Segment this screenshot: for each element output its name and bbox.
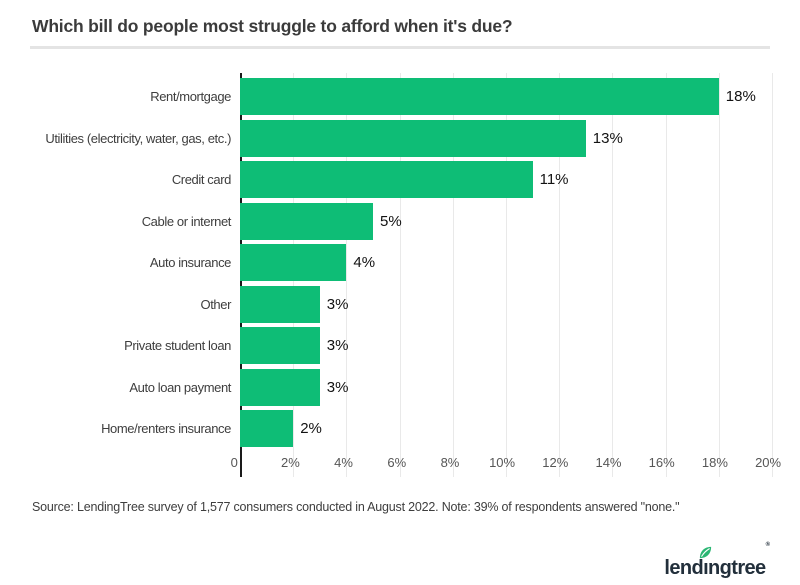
- value-label: 5%: [380, 212, 402, 230]
- category-label: Cable or internet: [141, 213, 232, 229]
- bar-cell: 13%: [240, 119, 772, 157]
- x-tick-label: 0: [230, 455, 238, 470]
- gridline: [718, 73, 720, 477]
- bar: [240, 327, 320, 364]
- value-label: 3%: [326, 378, 349, 396]
- value-label: 3%: [326, 295, 349, 313]
- category-label: Rent/mortgage: [150, 89, 231, 104]
- x-tick-label: 18%: [701, 455, 728, 470]
- title-divider: [30, 46, 770, 49]
- bar-row: Cable or internet 5%: [32, 202, 772, 240]
- bar: [240, 161, 533, 198]
- logo-wordmark: lendı ngtree: [664, 546, 766, 579]
- bar-cell: 3%: [240, 285, 772, 323]
- x-tick-label: 8%: [440, 455, 460, 470]
- bar-row: Auto insurance 4%: [32, 244, 772, 281]
- bar-row: Home/renters insurance 2%: [32, 410, 772, 447]
- logo-i-glyph: ı: [703, 557, 709, 579]
- bar-row: Other 3%: [32, 285, 772, 323]
- bar-cell: 5%: [240, 202, 772, 240]
- value-label: 18%: [725, 88, 756, 105]
- bar-chart: Rent/mortgage 18% Utilities (electricity, …: [32, 73, 782, 477]
- bar: [240, 119, 586, 157]
- gridline: [772, 73, 773, 477]
- bar-row: Credit card 11%: [32, 161, 772, 198]
- bar-row: Utilities (electricity, water, gas, etc.…: [32, 119, 772, 157]
- category-label: Home/renters insurance: [101, 421, 231, 436]
- logo-text-pre: lend: [664, 557, 704, 579]
- category-label: Credit card: [171, 172, 232, 187]
- x-tick-label: 12%: [542, 455, 569, 470]
- bar-cell: 18%: [240, 78, 772, 115]
- logo-letter-i: ı: [699, 546, 712, 579]
- logo-text-post: ngtree: [708, 557, 766, 579]
- value-label: 13%: [592, 129, 623, 147]
- x-tick-label: 4%: [334, 455, 353, 470]
- x-tick-label: 10%: [489, 455, 516, 470]
- category-label: Utilities (electricity, water, gas, etc.…: [45, 130, 231, 146]
- x-tick-label: 6%: [387, 455, 407, 470]
- bar-cell: 3%: [240, 327, 772, 364]
- x-ticks: 0 2% 4% 6% 8% 10% 12% 14% 16% 18% 20%: [231, 447, 782, 477]
- bar: [240, 78, 719, 115]
- bar: [240, 244, 347, 281]
- bar-cell: 3%: [240, 368, 772, 406]
- bar: [240, 410, 294, 447]
- gridline: [506, 73, 507, 477]
- bar-row: Auto loan payment 3%: [32, 368, 772, 406]
- bar-cell: 4%: [240, 244, 772, 281]
- chart-title: Which bill do people most struggle to af…: [32, 16, 513, 36]
- category-label: Other: [200, 296, 231, 312]
- gridline: [665, 73, 667, 477]
- category-label: Private student loan: [124, 338, 231, 353]
- value-label: 4%: [353, 254, 376, 271]
- gridline: [399, 73, 401, 477]
- category-label: Auto loan payment: [129, 379, 231, 395]
- bar-cell: 2%: [240, 410, 772, 447]
- x-tick-label: 14%: [595, 455, 622, 470]
- bar-row: Private student loan 3%: [32, 327, 772, 364]
- registered-mark: ®: [765, 542, 770, 548]
- lendingtree-logo: lendı ngtree ®: [664, 538, 770, 578]
- source-note: Source: LendingTree survey of 1,577 cons…: [32, 500, 680, 514]
- x-tick-label: 16%: [648, 455, 675, 470]
- leaf-icon: [699, 546, 712, 559]
- bar: [240, 368, 320, 406]
- gridline: [559, 73, 561, 477]
- gridline: [612, 73, 614, 477]
- gridline: [452, 73, 454, 477]
- bar: [240, 202, 373, 240]
- bar-rows: Rent/mortgage 18% Utilities (electricity, …: [32, 73, 772, 447]
- value-label: 11%: [539, 171, 569, 188]
- gridline: [346, 73, 348, 477]
- category-label: Auto insurance: [149, 255, 232, 270]
- bar: [240, 285, 320, 323]
- value-label: 3%: [326, 337, 349, 354]
- x-tick-label: 20%: [755, 455, 782, 470]
- value-label: 2%: [300, 420, 322, 437]
- x-tick-label: 2%: [280, 455, 300, 470]
- bar-cell: 11%: [240, 161, 772, 198]
- bar-row: Rent/mortgage 18%: [32, 78, 772, 115]
